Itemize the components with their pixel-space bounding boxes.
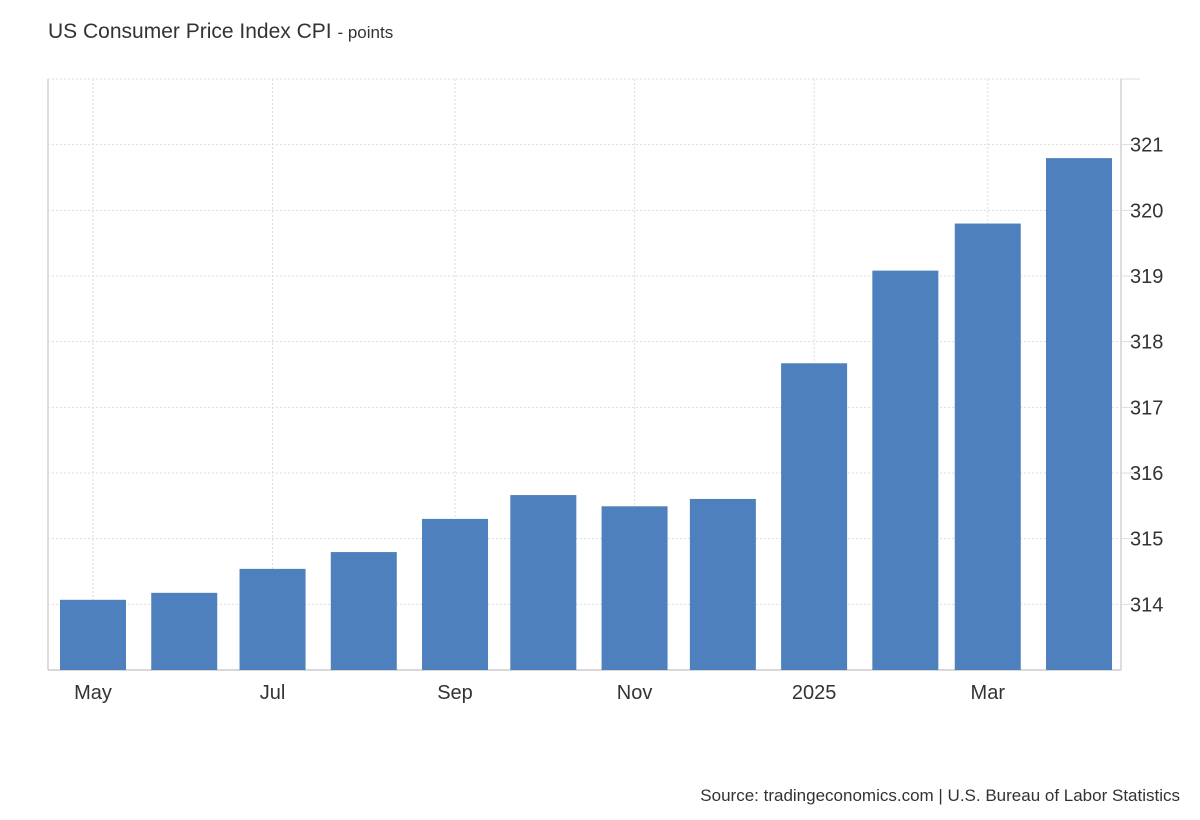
y-tick-label: 317 [1130, 397, 1163, 419]
y-tick-label: 314 [1130, 594, 1163, 616]
x-tick-label: Sep [437, 682, 473, 704]
bar-2024-10 [510, 495, 577, 670]
x-tick-label: May [74, 682, 112, 704]
y-tick-label: 318 [1130, 332, 1163, 354]
bar-2024-11 [601, 506, 668, 670]
y-tick-label: 319 [1130, 266, 1163, 288]
y-tick-label: 315 [1130, 529, 1163, 551]
bar-2024-12 [689, 498, 756, 670]
bar-2024-06 [151, 592, 218, 670]
bar-2024-09 [422, 518, 489, 670]
bar-2025-02 [872, 270, 939, 670]
bar-2024-08 [330, 552, 397, 670]
cpi-bar-chart: 314 315 316 317 318 319 320 321 May Jul Sep Nov 2025… [47, 78, 1163, 704]
bar-2025-01 [781, 363, 848, 670]
x-tick-label: Nov [617, 682, 653, 704]
x-tick-label: 2025 [792, 682, 837, 704]
bar-2024-05 [60, 599, 126, 670]
y-tick-label: 320 [1130, 200, 1163, 222]
bar-2024-07 [239, 568, 306, 670]
x-tick-label: Jul [260, 682, 286, 704]
y-tick-label: 321 [1130, 135, 1163, 157]
unit-label: - points [337, 23, 394, 42]
bar-2025-04 [1046, 158, 1112, 670]
chart-title: US Consumer Price Index CPI - points [48, 20, 393, 44]
x-tick-label: Mar [971, 682, 1006, 704]
bar-2025-03 [954, 223, 1021, 670]
y-tick-label: 316 [1130, 463, 1163, 485]
title-text: US Consumer Price Index CPI [48, 20, 332, 43]
source-note: Source: tradingeconomics.com | U.S. Bure… [700, 786, 1180, 805]
